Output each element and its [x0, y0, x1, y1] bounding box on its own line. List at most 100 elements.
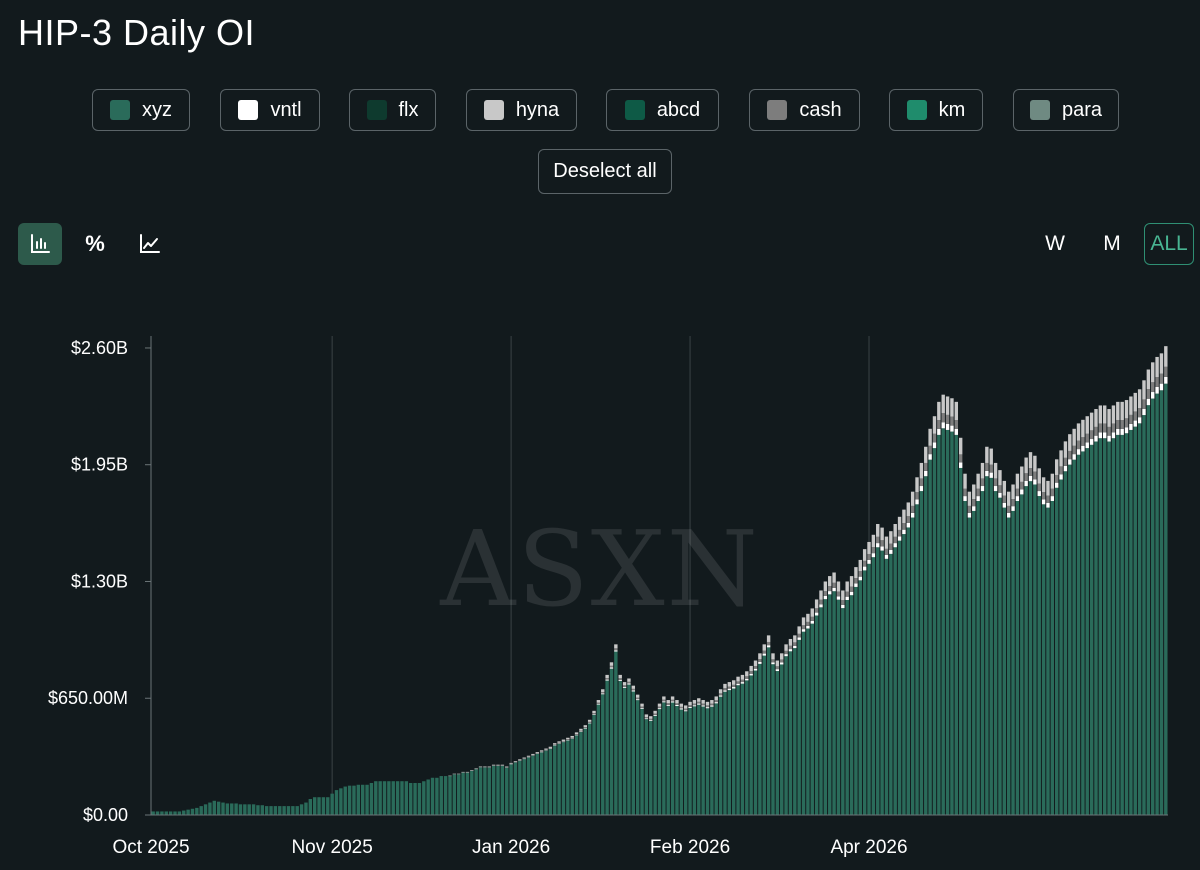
bar-segment-xyz — [208, 802, 212, 815]
bar-segment-hyna — [1111, 405, 1116, 424]
bar-stack — [256, 805, 260, 815]
bar-segment-xyz — [871, 557, 876, 815]
bar-segment-xyz — [308, 798, 313, 815]
bar-stack — [234, 803, 238, 815]
range-all-button[interactable]: ALL — [1144, 223, 1194, 265]
bar-segment-hyna — [1120, 401, 1124, 421]
bar-segment-xyz — [339, 788, 343, 815]
bar-stack — [967, 491, 972, 815]
bar-segment-xyz — [884, 558, 889, 815]
legend-toggle-hyna[interactable]: hyna — [466, 89, 577, 131]
bar-stack — [173, 811, 177, 815]
bar-segment-hyna — [871, 534, 876, 548]
legend-toggle-flx[interactable]: flx — [349, 89, 436, 131]
bar-segment-vntl — [1164, 376, 1168, 384]
bar-chart-mode-button[interactable] — [18, 223, 62, 265]
bar-stack — [1146, 369, 1151, 815]
bar-segment-xyz — [518, 760, 522, 815]
legend-swatch-abcd — [624, 100, 645, 120]
range-month-button[interactable]: M — [1103, 232, 1121, 255]
bar-segment-xyz — [596, 704, 601, 815]
legend-toggle-para[interactable]: para — [1013, 89, 1119, 131]
bar-stack — [993, 462, 998, 815]
bar-stack — [657, 703, 662, 815]
line-chart-mode-button[interactable] — [128, 223, 172, 265]
bar-segment-hyna — [723, 683, 727, 689]
bar-segment-hyna — [780, 653, 784, 660]
bar-segment-vntl — [876, 543, 880, 548]
legend-toggle-km[interactable]: km — [889, 89, 983, 131]
bar-segment-cash — [1024, 473, 1028, 481]
bar-segment-xyz — [1155, 393, 1159, 815]
bar-segment-cash — [657, 706, 662, 709]
deselect-all-button[interactable]: Deselect all — [538, 149, 672, 194]
bar-stack — [347, 785, 352, 815]
bar-segment-cash — [539, 751, 544, 752]
bar-segment-cash — [740, 679, 745, 683]
legend-label: km — [938, 98, 966, 121]
bar-segment-cash — [788, 645, 793, 650]
bar-segment-xyz — [334, 790, 339, 815]
bar-segment-xyz — [841, 608, 845, 815]
bar-segment-xyz — [173, 811, 177, 815]
bar-stack — [854, 567, 858, 815]
bar-segment-cash — [561, 740, 566, 742]
bar-segment-xyz — [980, 491, 985, 815]
bar-segment-cash — [945, 414, 950, 424]
bar-segment-hyna — [539, 750, 544, 752]
bar-stack — [627, 678, 631, 815]
bar-segment-xyz — [221, 802, 225, 815]
bar-segment-vntl — [718, 695, 723, 697]
bar-segment-cash — [915, 492, 919, 500]
legend-toggle-xyz[interactable]: xyz — [92, 89, 190, 131]
bar-stack — [513, 761, 518, 815]
bar-segment-xyz — [531, 755, 535, 815]
bar-stack — [566, 737, 570, 815]
bar-segment-vntl — [906, 522, 910, 528]
bar-segment-xyz — [509, 764, 513, 815]
legend-toggle-vntl[interactable]: vntl — [220, 89, 320, 131]
y-tick-label: $650.00M — [48, 688, 128, 708]
bar-segment-vntl — [1142, 408, 1146, 416]
bar-stack — [989, 448, 993, 815]
bar-segment-hyna — [915, 477, 919, 493]
bar-segment-hyna — [670, 696, 675, 700]
bar-segment-vntl — [915, 499, 919, 505]
bar-segment-xyz — [347, 785, 352, 815]
bar-segment-hyna — [653, 710, 657, 714]
bar-stack — [452, 773, 457, 815]
bar-segment-xyz — [797, 639, 801, 815]
legend-toggle-cash[interactable]: cash — [749, 89, 860, 131]
percent-mode-button[interactable]: % — [73, 223, 117, 265]
bar-stack — [339, 788, 343, 815]
bar-stack — [1085, 416, 1089, 815]
bar-segment-hyna — [1116, 401, 1120, 421]
bar-stack — [644, 714, 649, 815]
bar-stack — [649, 716, 653, 815]
bar-stack — [509, 762, 513, 815]
bar-stack — [972, 484, 976, 815]
bar-segment-vntl — [1033, 479, 1037, 485]
bar-segment-cash — [836, 591, 841, 597]
bar-segment-xyz — [587, 723, 592, 815]
bar-segment-cash — [1063, 457, 1068, 466]
bar-segment-cash — [989, 464, 993, 473]
page-title: HIP-3 Daily OI — [18, 12, 256, 53]
bar-segment-vntl — [963, 496, 967, 502]
bar-segment-xyz — [566, 740, 570, 815]
x-tick-label: Nov 2025 — [291, 837, 372, 858]
bar-segment-cash — [749, 671, 753, 674]
bar-segment-hyna — [1028, 452, 1033, 469]
bar-segment-xyz — [1164, 383, 1168, 815]
bar-segment-xyz — [190, 808, 195, 815]
range-week-button[interactable]: W — [1045, 232, 1065, 255]
bar-stack — [745, 671, 749, 815]
bar-segment-cash — [631, 688, 636, 691]
bar-stack — [876, 524, 880, 815]
legend-toggle-abcd[interactable]: abcd — [606, 89, 719, 131]
bar-segment-hyna — [867, 541, 871, 554]
bar-segment-vntl — [819, 604, 823, 608]
bar-stack — [622, 682, 627, 815]
bar-stack — [841, 590, 845, 815]
bar-segment-xyz — [522, 759, 526, 815]
